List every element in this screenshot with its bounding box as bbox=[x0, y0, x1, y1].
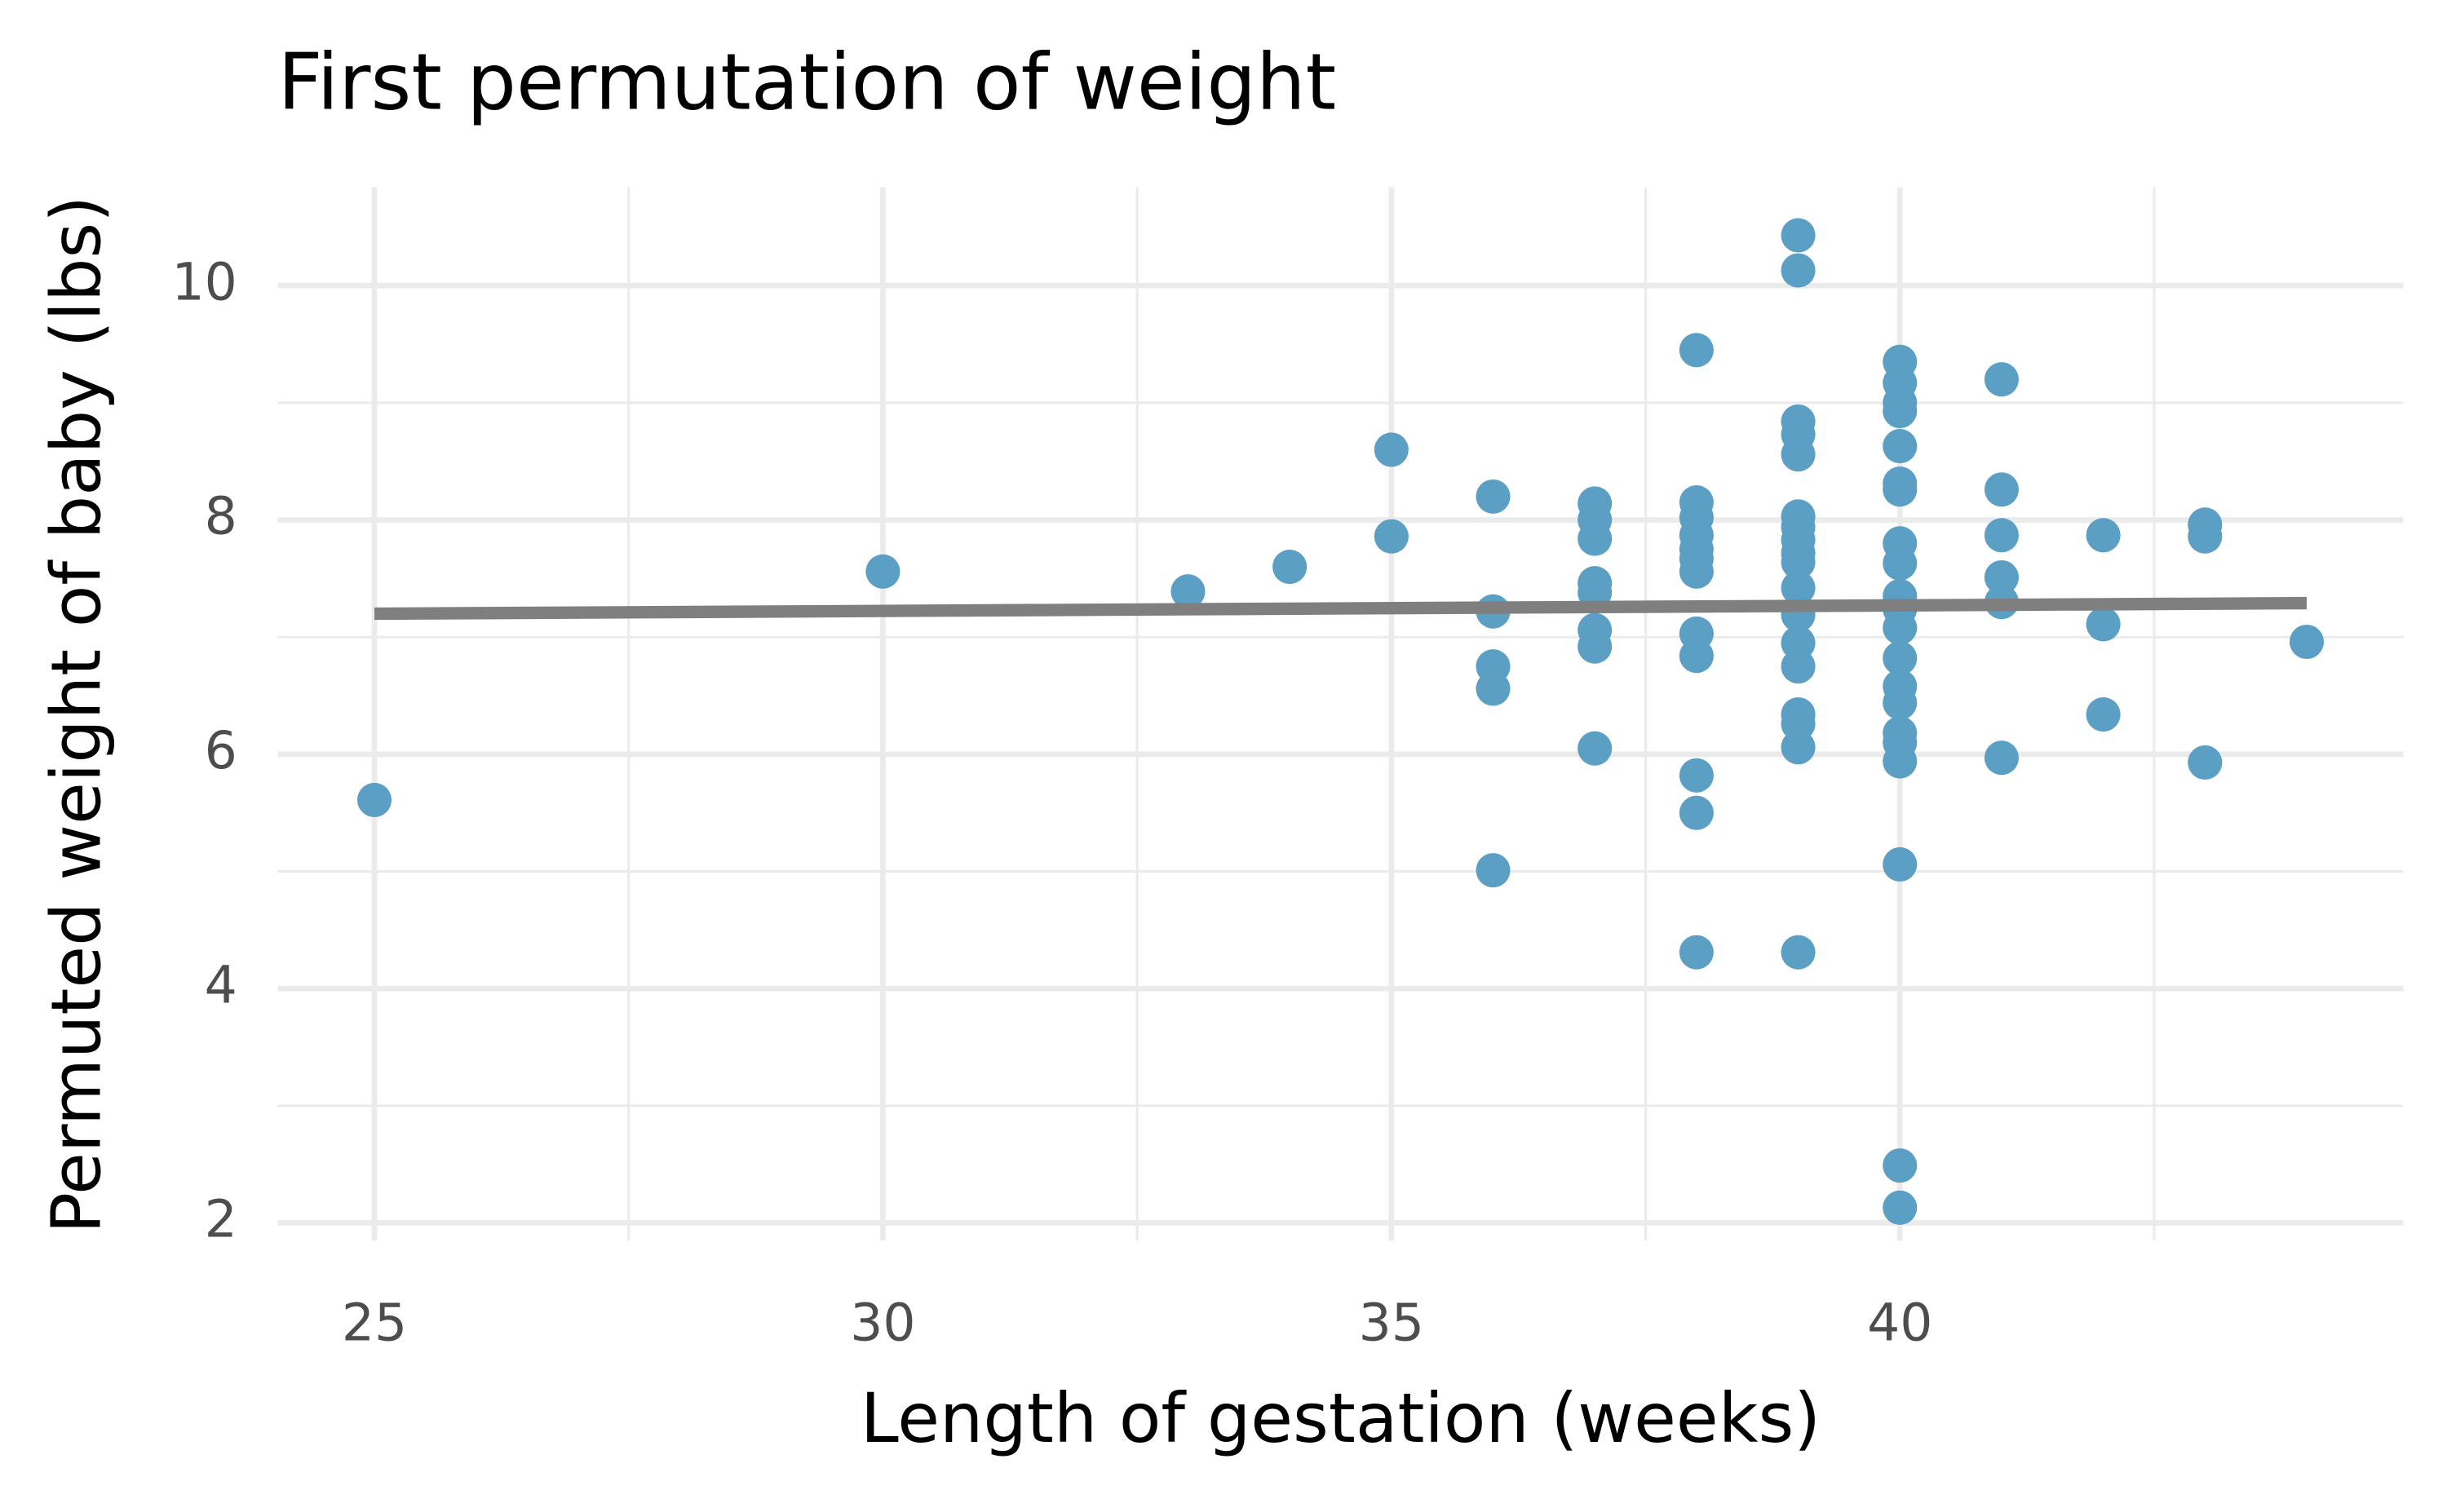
point bbox=[1984, 518, 2019, 553]
point bbox=[2086, 607, 2121, 642]
point bbox=[1883, 744, 1918, 779]
point bbox=[1883, 429, 1918, 464]
point bbox=[1781, 218, 1816, 253]
y-tick-label: 6 bbox=[205, 720, 237, 780]
point bbox=[1781, 437, 1816, 472]
grid bbox=[277, 187, 2404, 1241]
point bbox=[865, 554, 900, 589]
point bbox=[1883, 1148, 1918, 1183]
point bbox=[1883, 472, 1918, 507]
point bbox=[2188, 519, 2223, 554]
point bbox=[356, 782, 392, 817]
y-tick-label: 10 bbox=[171, 251, 237, 312]
point bbox=[1374, 519, 1409, 554]
trend-line bbox=[374, 596, 2308, 621]
point bbox=[1883, 393, 1918, 429]
x-tick-label: 40 bbox=[1867, 1292, 1932, 1352]
point bbox=[1984, 472, 2019, 507]
point bbox=[1476, 671, 1511, 706]
point bbox=[1476, 853, 1511, 888]
point bbox=[1170, 574, 1206, 609]
point bbox=[2086, 518, 2121, 553]
point bbox=[1781, 649, 1816, 684]
point bbox=[1272, 550, 1308, 585]
point bbox=[1781, 570, 1816, 605]
point bbox=[1781, 545, 1816, 580]
point bbox=[1984, 559, 2019, 595]
point bbox=[1883, 685, 1918, 720]
y-tick-label: 8 bbox=[205, 486, 237, 546]
y-tick-label: 2 bbox=[205, 1189, 237, 1249]
point bbox=[1883, 610, 1918, 645]
point bbox=[2289, 624, 2325, 660]
point bbox=[1883, 641, 1918, 676]
y-axis-title: Permuted weight of baby (lbs) bbox=[36, 196, 116, 1234]
point bbox=[1781, 730, 1816, 765]
point bbox=[1984, 741, 2019, 776]
point bbox=[1374, 432, 1409, 467]
x-axis-title: Length of gestation (weeks) bbox=[861, 1378, 1821, 1458]
point bbox=[1679, 333, 1714, 368]
x-tick-label: 25 bbox=[342, 1292, 407, 1352]
x-tick-label: 30 bbox=[850, 1292, 915, 1352]
point bbox=[1781, 935, 1816, 970]
y-tick-label: 4 bbox=[205, 954, 237, 1015]
point bbox=[1577, 521, 1613, 556]
point bbox=[1577, 731, 1613, 766]
point bbox=[1883, 847, 1918, 882]
point bbox=[2188, 745, 2223, 780]
point bbox=[1883, 546, 1918, 581]
chart-title: First permutation of weight bbox=[278, 37, 1337, 128]
point bbox=[1781, 253, 1816, 288]
point bbox=[1679, 639, 1714, 674]
point bbox=[1984, 362, 2019, 397]
marks bbox=[356, 218, 2325, 1225]
point bbox=[1679, 935, 1714, 970]
point bbox=[1679, 554, 1714, 589]
point bbox=[1679, 795, 1714, 830]
point bbox=[1577, 629, 1613, 664]
point bbox=[1679, 758, 1714, 793]
x-tick-label: 35 bbox=[1359, 1292, 1424, 1352]
point bbox=[1883, 1190, 1918, 1225]
point bbox=[1476, 479, 1511, 514]
point bbox=[2086, 697, 2121, 732]
